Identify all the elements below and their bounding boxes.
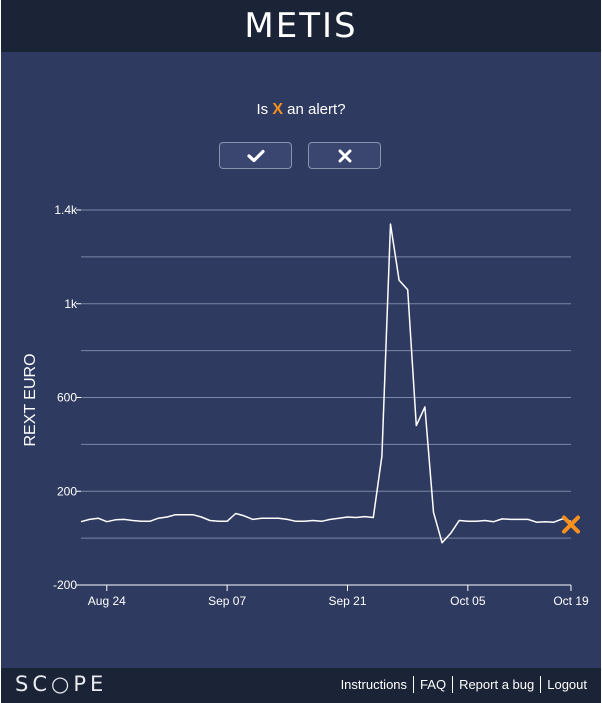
check-icon — [246, 149, 265, 162]
alert-marker — [562, 515, 580, 534]
footer-bar: SC○PE Instructions FAQ Report a bug Logo… — [1, 668, 601, 703]
y-tick-label: 1.4k — [54, 203, 78, 217]
link-separator — [452, 676, 454, 693]
y-axis-label: REXT EURO — [22, 353, 39, 446]
x-axis: Aug 24 Sep 07 Sep 21 Oct 05 Oct 19 — [81, 584, 589, 608]
alert-x-icon — [562, 515, 580, 534]
link-separator — [413, 676, 415, 693]
faq-link[interactable]: FAQ — [420, 677, 447, 692]
x-tick-label: Aug 24 — [88, 594, 126, 608]
alert-question: Is X an alert? — [1, 101, 601, 119]
x-tick-label: Sep 21 — [328, 594, 366, 608]
chart-gridlines — [81, 209, 571, 586]
instructions-link[interactable]: Instructions — [340, 677, 408, 692]
y-tick-label: 200 — [57, 484, 77, 498]
logout-link[interactable]: Logout — [547, 677, 587, 692]
x-tick-label: Sep 07 — [208, 594, 246, 608]
y-tick-label: -200 — [53, 578, 77, 592]
x-tick-label: Oct 05 — [450, 594, 486, 608]
x-tick-label: Oct 19 — [553, 594, 589, 608]
report-bug-link[interactable]: Report a bug — [459, 677, 535, 692]
link-separator — [540, 676, 542, 693]
y-tick-label: 1k — [64, 297, 78, 311]
question-prefix: Is — [256, 101, 269, 118]
question-suffix: an alert? — [287, 101, 346, 118]
confirm-alert-button[interactable] — [219, 142, 292, 169]
line-chart: 1.4k 1k 600 200 -200 Aug 24 Sep 07 Sep 21 Oct 0… — [22, 203, 589, 608]
footer-links: Instructions FAQ Report a bug Logout — [341, 676, 587, 693]
y-axis-ticks: 1.4k 1k 600 200 -200 — [53, 203, 81, 592]
app-title: METIS — [244, 6, 358, 46]
question-marker: X — [272, 101, 283, 118]
footer-brand: SC○PE — [15, 672, 108, 696]
reject-alert-button[interactable] — [308, 142, 381, 169]
close-icon — [338, 149, 351, 162]
series-line — [80, 223, 572, 544]
y-tick-label: 600 — [57, 391, 77, 405]
header-bar: METIS — [1, 0, 601, 52]
